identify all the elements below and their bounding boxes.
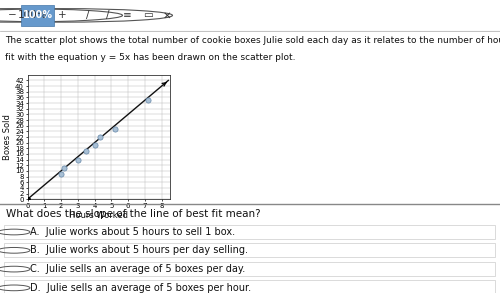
Point [110, 126, 118, 131]
FancyBboxPatch shape [21, 5, 54, 26]
X-axis label: Hours Worked: Hours Worked [69, 212, 128, 221]
FancyBboxPatch shape [4, 280, 495, 293]
FancyBboxPatch shape [4, 262, 495, 276]
Point [96, 135, 104, 139]
Text: A.  Julie works about 5 hours to sell 1 box.: A. Julie works about 5 hours to sell 1 b… [30, 227, 235, 237]
Text: ✕: ✕ [163, 10, 172, 21]
Text: 100%: 100% [22, 10, 52, 21]
Text: /: / [86, 10, 89, 21]
Point [82, 149, 90, 154]
Text: 100%: 100% [18, 10, 47, 21]
Point [57, 171, 65, 176]
Point [144, 98, 152, 103]
Text: fit with the equation y = 5x has been drawn on the scatter plot.: fit with the equation y = 5x has been dr… [5, 53, 296, 62]
Text: /: / [106, 10, 109, 21]
Text: The scatter plot shows the total number of cookie boxes Julie sold each day as i: The scatter plot shows the total number … [5, 36, 500, 45]
Text: +: + [58, 10, 67, 21]
Text: C.  Julie sells an average of 5 boxes per day.: C. Julie sells an average of 5 boxes per… [30, 264, 245, 274]
Text: D.  Julie sells an average of 5 boxes per hour.: D. Julie sells an average of 5 boxes per… [30, 283, 251, 293]
FancyBboxPatch shape [4, 225, 495, 239]
Text: What does the slope of the line of best fit mean?: What does the slope of the line of best … [6, 209, 260, 219]
Text: B.  Julie works about 5 hours per day selling.: B. Julie works about 5 hours per day sel… [30, 245, 248, 255]
Point [60, 166, 68, 171]
Text: ▭: ▭ [142, 10, 152, 21]
Text: ≡: ≡ [123, 10, 132, 21]
Point [74, 157, 82, 162]
Y-axis label: Boxes Sold: Boxes Sold [3, 114, 13, 160]
FancyBboxPatch shape [4, 243, 495, 257]
Text: −: − [8, 10, 17, 21]
Point [90, 143, 98, 148]
